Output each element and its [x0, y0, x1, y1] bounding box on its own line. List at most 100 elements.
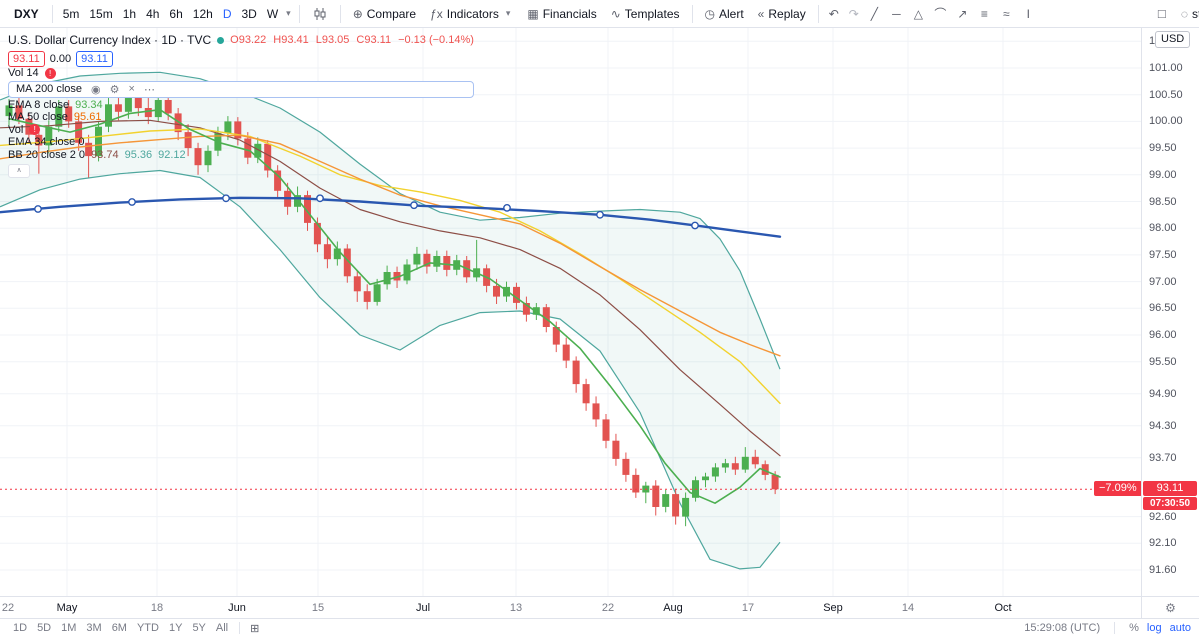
- indicator-settings-icon[interactable]: ⚙: [109, 83, 120, 96]
- ma200-anchor-point[interactable]: [410, 201, 418, 210]
- layout-preset-dropdown[interactable]: ◌ standard ▾: [1175, 7, 1199, 21]
- timeframe-12h[interactable]: 12h: [192, 6, 213, 21]
- alert-button[interactable]: ◷ Alert: [698, 3, 751, 25]
- indicator-row-bb-20[interactable]: BB 20 close 2 0 93.74 95.36 92.12: [8, 149, 474, 162]
- range-3m[interactable]: 3M: [86, 622, 102, 634]
- timeframe-caret-icon[interactable]: ▾: [286, 8, 291, 18]
- replay-label: Replay: [768, 6, 806, 21]
- indicator-row-ma-50[interactable]: MA 50 close 95.61: [8, 111, 474, 124]
- time-tick: Jul: [415, 602, 431, 614]
- trend-line-icon[interactable]: ╱: [870, 6, 878, 21]
- ma200-anchor-point[interactable]: [691, 221, 699, 230]
- curve-icon[interactable]: ⌒: [934, 7, 947, 21]
- arrow-icon[interactable]: ↗: [957, 6, 968, 21]
- indicator-row-ema-34[interactable]: EMA 34 close 0: [8, 136, 474, 149]
- range-all[interactable]: All: [215, 622, 229, 634]
- time-axis[interactable]: 22 May 18 Jun 15 Jul 13 22 Aug 17 Sep 14 Oct ⚙: [0, 596, 1199, 619]
- divider: [1114, 622, 1116, 634]
- candle-body: [75, 121, 83, 143]
- log-scale-toggle[interactable]: log: [1146, 622, 1162, 634]
- ohlc-values: O93.22 H93.41 L93.05 C93.11 −0.13 (−0.14%): [230, 34, 474, 46]
- timeframe-3D[interactable]: 3D: [241, 6, 257, 21]
- redo-button[interactable]: ↷: [848, 6, 859, 21]
- series-title[interactable]: U.S. Dollar Currency Index · 1D · TVC: [8, 33, 212, 47]
- ma200-anchor-point[interactable]: [596, 210, 604, 219]
- templates-button[interactable]: ∿ Templates: [604, 3, 687, 25]
- ma200-anchor-point[interactable]: [222, 194, 230, 203]
- divider: [298, 4, 300, 23]
- indicators-button[interactable]: ƒx Indicators ▾: [423, 3, 520, 25]
- ma200-anchor-point[interactable]: [503, 203, 511, 212]
- symbol-button[interactable]: DXY: [14, 6, 39, 21]
- line-ma-50[interactable]: [0, 134, 781, 357]
- timeframe-W[interactable]: W: [266, 6, 279, 21]
- alert-icon: ◷: [704, 6, 715, 21]
- range-5d[interactable]: 5D: [37, 622, 52, 634]
- replay-button[interactable]: « Replay: [751, 3, 813, 25]
- ma200-anchor-point[interactable]: [128, 198, 136, 206]
- clock-utc[interactable]: 15:29:08 (UTC): [1024, 622, 1101, 634]
- axis-settings-corner[interactable]: ⚙: [1141, 597, 1199, 619]
- timeframe-6h[interactable]: 6h: [169, 6, 183, 21]
- range-ytd[interactable]: YTD: [136, 622, 159, 634]
- indicators-label: Indicators: [446, 6, 499, 21]
- ma200-anchor-point[interactable]: [34, 205, 42, 213]
- price-tick: 100.50: [1149, 89, 1183, 101]
- financials-button[interactable]: ▦ Financials: [520, 3, 603, 25]
- legend-collapse-button[interactable]: ∧: [8, 164, 30, 178]
- percent-scale-toggle[interactable]: %: [1129, 622, 1139, 634]
- timeframe-4h[interactable]: 4h: [146, 6, 160, 21]
- goto-date-button[interactable]: ⊞: [250, 622, 260, 635]
- range-6m[interactable]: 6M: [111, 622, 127, 634]
- timeframe-1h[interactable]: 1h: [122, 6, 137, 21]
- indicator-row-vol[interactable]: Vol!: [8, 124, 474, 137]
- price-tick: 94.30: [1149, 420, 1177, 432]
- range-1y[interactable]: 1Y: [168, 622, 183, 634]
- candle-body: [741, 456, 749, 470]
- remove-indicator-icon[interactable]: ×: [128, 83, 135, 95]
- bar-countdown-badge: 07:30:50: [1143, 497, 1197, 510]
- undo-button[interactable]: ↶: [828, 6, 839, 21]
- compare-button[interactable]: ⊕ Compare: [346, 3, 423, 25]
- chart-canvas[interactable]: [0, 28, 1141, 596]
- line-ma-200[interactable]: [0, 196, 782, 238]
- range-5y[interactable]: 5Y: [192, 622, 206, 634]
- horizontal-line-icon[interactable]: ─: [892, 6, 901, 21]
- parallel-channel-icon[interactable]: ≡: [980, 6, 988, 21]
- data-error-icon: !: [29, 124, 41, 136]
- indicator-row-vol-14[interactable]: Vol 14!: [8, 67, 474, 80]
- range-1m[interactable]: 1M: [61, 622, 77, 634]
- text-tool-icon[interactable]: I: [1026, 6, 1031, 21]
- range-1d[interactable]: 1D: [13, 622, 28, 634]
- candle-body: [353, 276, 361, 292]
- timeframe-15m[interactable]: 15m: [89, 6, 113, 21]
- price-tick: 97.00: [1149, 276, 1177, 288]
- indicator-row-ema-8[interactable]: EMA 8 close 93.34: [8, 99, 474, 112]
- layout-grid-button[interactable]: □: [1157, 6, 1166, 21]
- indicator-label: EMA 34 close 0: [8, 136, 85, 149]
- price-axis[interactable]: 101.50101.00100.50100.0099.5099.0098.509…: [1141, 28, 1199, 596]
- line-ema-8[interactable]: [8, 108, 781, 504]
- timeframe-5m[interactable]: 5m: [62, 6, 80, 21]
- indicator-value: 93.74: [91, 148, 119, 161]
- candle-body: [612, 440, 620, 459]
- divider: [691, 4, 693, 23]
- timeframe-D[interactable]: D: [222, 6, 232, 21]
- chart-style-button[interactable]: [305, 3, 335, 25]
- pitchfork-icon[interactable]: △: [913, 6, 923, 21]
- price-tick: 96.50: [1149, 302, 1177, 314]
- more-options-icon[interactable]: ⋯: [143, 83, 155, 96]
- auto-scale-toggle[interactable]: auto: [1169, 622, 1191, 634]
- line-ema-34[interactable]: [0, 128, 781, 405]
- currency-badge[interactable]: USD: [1155, 31, 1191, 48]
- candle-body: [244, 138, 252, 158]
- indicator-row-ma-200[interactable]: MA 200 close ◉ ⚙ × ⋯: [8, 80, 474, 98]
- candle-body: [313, 222, 321, 245]
- cloud-icon: ◌: [1180, 6, 1188, 21]
- line-bb-basis[interactable]: [0, 119, 781, 457]
- line-bb-lower[interactable]: [0, 169, 781, 570]
- line-bb-upper[interactable]: [0, 71, 781, 370]
- visibility-toggle-icon[interactable]: ◉: [91, 83, 101, 96]
- ma200-anchor-point[interactable]: [316, 194, 324, 203]
- brush-icon[interactable]: ≈: [1003, 6, 1010, 21]
